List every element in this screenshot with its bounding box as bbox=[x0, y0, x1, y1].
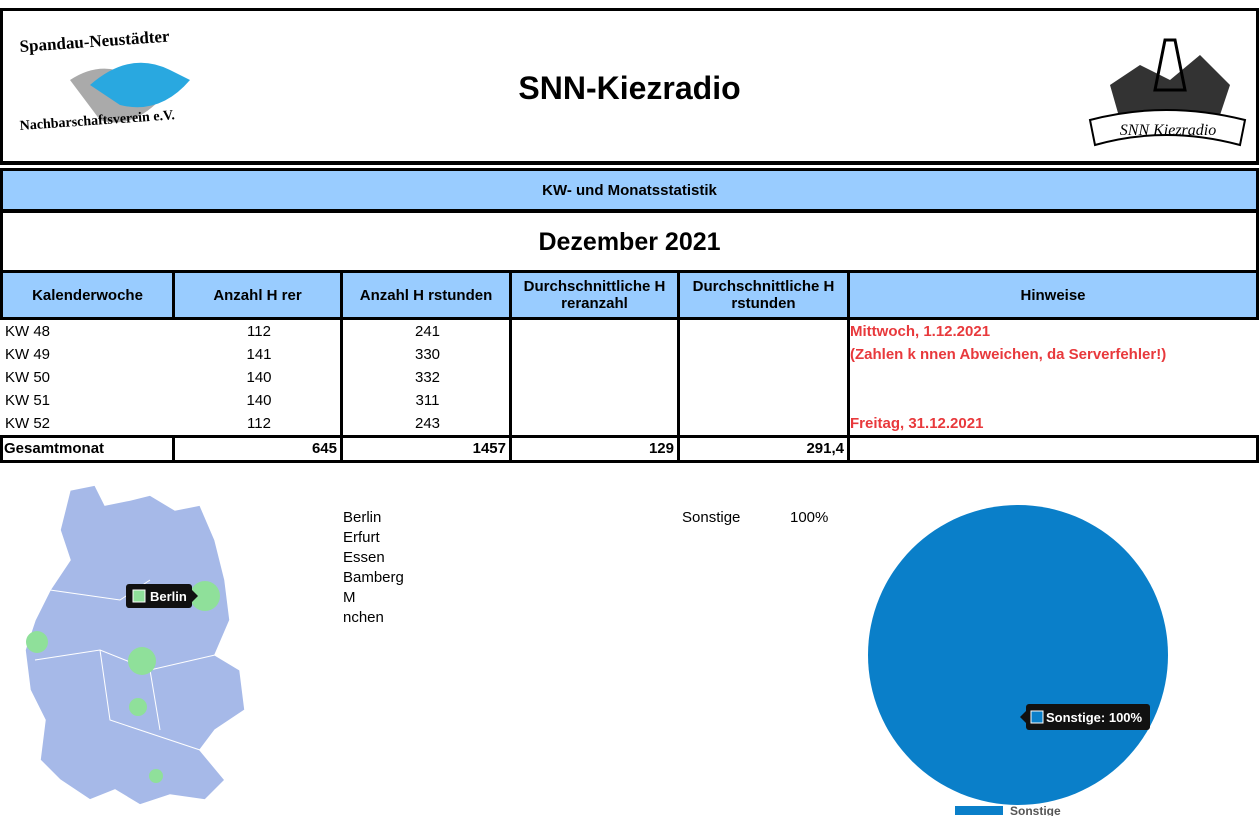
map-tooltip: Berlin bbox=[150, 589, 187, 604]
cell: KW 49 bbox=[5, 346, 51, 363]
cell: 332 bbox=[414, 369, 441, 386]
logo-right: SNN Kiezradio bbox=[1088, 38, 1247, 147]
cell: 311 bbox=[415, 392, 440, 409]
tooltip-box bbox=[1026, 704, 1150, 730]
title: SNN-Kiezradio bbox=[518, 70, 741, 106]
logo-text: Spandau-Neustädter bbox=[19, 27, 171, 56]
pie-slice bbox=[868, 505, 1168, 805]
column-divider bbox=[509, 320, 512, 435]
column-header: Kalenderwoche bbox=[0, 273, 175, 320]
column-header: Durchschnittliche H rstunden bbox=[680, 273, 850, 320]
note: Freitag, 31.12.2021 bbox=[850, 415, 984, 432]
cell: 241 bbox=[414, 323, 441, 340]
cell: 243 bbox=[414, 415, 441, 432]
pie-chart: Sonstige: 100% Sonstige bbox=[868, 505, 1168, 816]
tooltip-arrow bbox=[1020, 711, 1026, 723]
logo-left: Spandau-Neustädter Nachbarschaftsverein … bbox=[19, 27, 190, 134]
pie-legend-label: Sonstige bbox=[682, 509, 741, 526]
city: M nchen bbox=[343, 589, 384, 626]
cell: 141 bbox=[246, 346, 272, 363]
total-cell: Gesamtmonat bbox=[0, 438, 175, 460]
cell: 140 bbox=[246, 392, 272, 409]
column-divider bbox=[340, 320, 343, 435]
map: Berlin bbox=[24, 484, 246, 806]
cell: 112 bbox=[247, 415, 271, 432]
city: Berlin bbox=[343, 509, 382, 526]
total-cell: 645 bbox=[175, 438, 343, 460]
legend-label: Sonstige bbox=[1010, 804, 1061, 816]
cell: 112 bbox=[247, 323, 271, 340]
tooltip-swatch bbox=[1030, 710, 1044, 724]
cell: KW 50 bbox=[5, 369, 51, 386]
column-divider bbox=[847, 320, 850, 435]
column-header: Durchschnittliche H reranzahl bbox=[512, 273, 680, 320]
cell: KW 48 bbox=[5, 323, 51, 340]
cell: 140 bbox=[246, 369, 272, 386]
month: Dezember 2021 bbox=[0, 213, 1259, 272]
logo-text: SNN Kiezradio bbox=[1120, 122, 1216, 139]
cell: 330 bbox=[414, 346, 441, 363]
total-row bbox=[0, 435, 1259, 463]
pie-tooltip: Sonstige: 100% bbox=[1046, 710, 1143, 725]
cell: KW 52 bbox=[5, 415, 51, 432]
pie-legend-value: 100% bbox=[790, 509, 829, 526]
column-header: Hinweise bbox=[850, 273, 1259, 320]
city: Bamberg bbox=[343, 569, 404, 586]
banner: KW- und Monatsstatistik bbox=[0, 168, 1259, 213]
note: Mittwoch, 1.12.2021 bbox=[850, 323, 991, 340]
note: (Zahlen k nnen Abweichen, da Serverfehle… bbox=[850, 346, 1167, 363]
table: Kalenderwoche Anzahl H rer Anzahl H rstund… bbox=[0, 270, 1259, 482]
city: Erfurt bbox=[343, 529, 380, 546]
header-box bbox=[0, 8, 1259, 165]
legend-swatch bbox=[955, 806, 1003, 815]
column-divider bbox=[677, 320, 680, 435]
column-header: Anzahl H rer bbox=[175, 273, 343, 320]
column-header: Anzahl H rstunden bbox=[343, 273, 512, 320]
cell: KW 51 bbox=[5, 392, 51, 409]
total-cell: 291,4 bbox=[680, 438, 850, 460]
total-cell: 1457 bbox=[343, 438, 512, 460]
total-cell: 129 bbox=[512, 438, 680, 460]
city: Essen bbox=[343, 549, 385, 566]
